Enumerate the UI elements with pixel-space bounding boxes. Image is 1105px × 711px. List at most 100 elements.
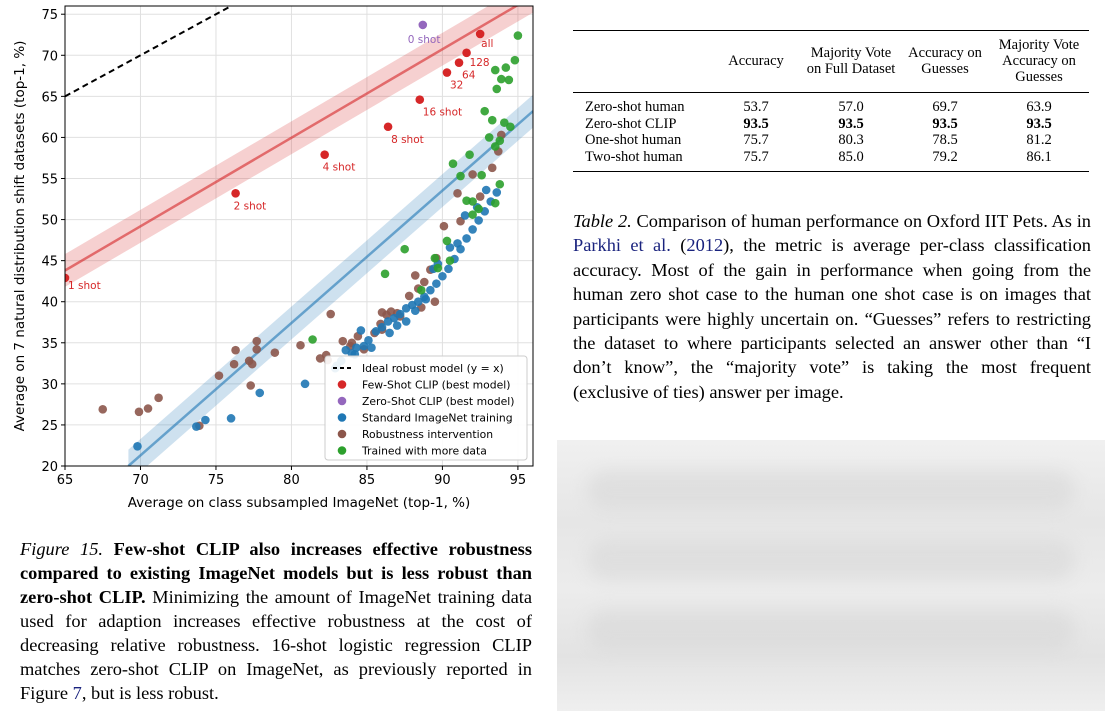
few-shot-label: 16 shot <box>423 107 462 119</box>
more-data-point <box>477 170 486 180</box>
legend-dot-icon <box>337 396 347 406</box>
standard-point <box>462 234 471 243</box>
table-header-cell: Majority Vote Accuracy on Guesses <box>989 30 1089 93</box>
year-link[interactable]: 2012 <box>686 235 724 256</box>
table-row: Zero-shot human 53.7 57.0 69.7 63.9 <box>573 93 1089 116</box>
figure-caption: Figure 15. Few-shot CLIP also increases … <box>20 537 532 705</box>
robustness-point <box>338 336 348 346</box>
table-header-cell: Accuracy on Guesses <box>901 30 989 93</box>
standard-point <box>413 297 423 307</box>
few-shot-label: all <box>481 38 493 50</box>
standard-point <box>377 322 387 332</box>
standard-point <box>426 285 435 295</box>
standard-point <box>492 188 502 197</box>
standard-point <box>460 211 470 220</box>
few-shot-point <box>383 122 393 132</box>
standard-point <box>438 271 447 281</box>
standard-point <box>300 379 310 389</box>
robustness-point <box>98 405 108 414</box>
x-tick-label: 65 <box>57 473 74 488</box>
standard-point <box>481 185 491 195</box>
figure-label: Figure 15. <box>20 539 104 559</box>
x-tick-label: 80 <box>283 473 300 488</box>
table-cell: 78.5 <box>932 132 958 148</box>
y-tick-label: 45 <box>41 255 58 270</box>
standard-point <box>444 264 453 274</box>
legend-dot-icon <box>337 413 347 422</box>
robustness-point <box>410 271 420 280</box>
robustness-point <box>214 371 224 380</box>
standard-point <box>468 225 477 234</box>
table-cell: 93.5 <box>1026 115 1052 132</box>
robustness-point <box>154 393 163 403</box>
few-shot-label: 32 <box>450 80 463 92</box>
table-cell: 93.5 <box>932 115 958 132</box>
robustness-point <box>456 216 465 226</box>
few-shot-point <box>65 273 70 283</box>
table-cell: 81.2 <box>1026 132 1052 148</box>
figure-7-link[interactable]: 7 <box>72 683 82 703</box>
standard-point <box>359 341 369 351</box>
parkhi-citation-link[interactable]: Parkhi et al. <box>573 235 671 256</box>
more-data-point <box>490 142 500 151</box>
few-shot-point <box>462 48 471 58</box>
table-caption-rest: ), the metric is average per-class class… <box>573 235 1091 402</box>
few-shot-label: 128 <box>470 57 490 69</box>
robustness-point <box>143 404 153 413</box>
plot-frame <box>64 5 534 467</box>
robustness-point <box>404 291 414 301</box>
figure-caption-bold: Few-shot CLIP also increases effective r… <box>20 539 532 607</box>
legend-label: Ideal robust model (y = x) <box>362 362 504 375</box>
robustness-point <box>487 163 497 173</box>
x-tick-label: 90 <box>434 473 451 488</box>
standard-point <box>410 306 420 316</box>
more-data-point <box>442 236 452 246</box>
few-shot-label: 8 shot <box>391 134 424 146</box>
standard-fit-band <box>128 94 533 466</box>
standard-point <box>133 441 142 451</box>
standard-point <box>421 294 431 304</box>
more-data-point <box>308 335 317 344</box>
more-data-point <box>480 106 489 116</box>
table-cell: 86.1 <box>989 148 1089 172</box>
more-data-point <box>490 65 500 75</box>
robustness-point <box>246 381 255 390</box>
standard-point <box>367 343 376 353</box>
more-data-point <box>380 269 390 279</box>
y-axis-label: Average on 7 natural distribution shift … <box>12 41 28 432</box>
more-data-point <box>495 179 505 189</box>
robustness-point <box>439 221 449 231</box>
table-cell: 75.7 <box>711 148 801 172</box>
standard-point <box>389 313 399 323</box>
few-shot-fit-band <box>65 6 533 287</box>
legend-label: Trained with more data <box>361 445 487 458</box>
more-data-point <box>468 197 477 206</box>
standard-point <box>352 343 361 353</box>
table-cell: 85.0 <box>801 148 901 172</box>
more-data-point <box>416 285 426 295</box>
x-tick-label: 70 <box>132 473 149 488</box>
table-cell: 69.7 <box>932 99 958 115</box>
more-data-point <box>504 75 514 85</box>
table-cell: 79.2 <box>901 148 989 172</box>
robustness-point <box>420 277 429 287</box>
robustness-scatter-chart: 1 shot 2 shot 4 shot 8 shot 16 shot 32 64 128 al… <box>0 0 545 520</box>
few-shot-point <box>442 68 452 77</box>
more-data-point <box>510 55 520 65</box>
few-shot-label: 64 <box>462 70 476 82</box>
standard-point <box>401 317 411 326</box>
standard-point <box>385 328 394 338</box>
more-data-point <box>474 204 483 214</box>
blur-band <box>587 610 1075 650</box>
few-shot-label: 2 shot <box>234 200 267 212</box>
more-data-point <box>445 256 455 265</box>
legend-label: Few-Shot CLIP (best model) <box>362 379 510 392</box>
y-tick-label: 30 <box>41 378 58 393</box>
y-tick-label: 60 <box>41 131 58 146</box>
more-data-point <box>484 133 494 142</box>
more-data-point <box>496 74 506 84</box>
x-tick-label: 75 <box>208 473 225 488</box>
robustness-point <box>134 407 144 417</box>
robustness-point <box>270 348 280 357</box>
